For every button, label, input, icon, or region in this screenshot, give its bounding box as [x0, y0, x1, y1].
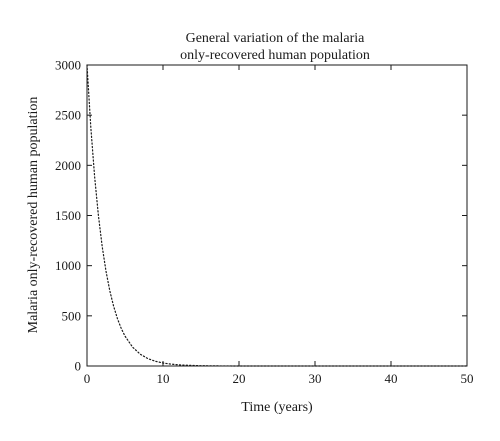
- y-tick-label: 3000: [55, 58, 81, 73]
- series-line: [86, 64, 468, 367]
- data-layer: [86, 64, 468, 367]
- chart-subtitle: only-recovered human population: [180, 48, 370, 63]
- y-tick-label: 1500: [55, 208, 81, 223]
- x-tick-label: 40: [385, 371, 398, 386]
- x-tick-label: 20: [233, 371, 246, 386]
- chart-title: General variation of the malaria: [186, 31, 366, 46]
- x-tick-label: 50: [461, 371, 474, 386]
- x-axis-label: Time (years): [241, 400, 313, 415]
- plot-frame: [86, 64, 468, 367]
- x-tick-label: 30: [309, 371, 322, 386]
- y-tick-label: 2000: [55, 158, 81, 173]
- y-tick-label: 500: [62, 308, 82, 323]
- y-tick-label: 0: [75, 359, 82, 374]
- x-tick-label: 0: [84, 371, 91, 386]
- x-tick-label: 10: [157, 371, 170, 386]
- y-axis-label: Malaria only-recovered human population: [26, 97, 41, 334]
- y-tick-label: 1000: [55, 258, 81, 273]
- y-tick-label: 2500: [55, 108, 81, 123]
